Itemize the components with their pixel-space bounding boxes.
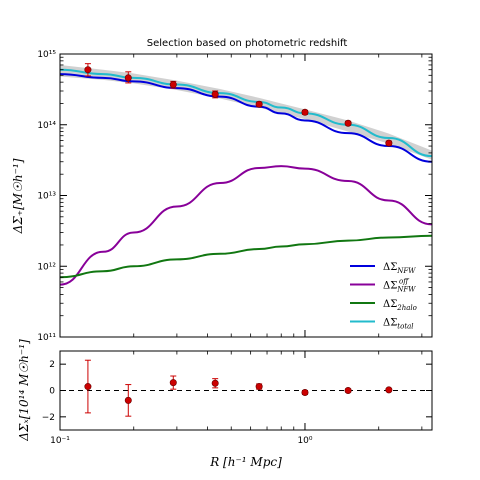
residual-axes: −2 0 2 10⁻¹ 10⁰ [42, 351, 432, 446]
y-tick-label: 10¹² [37, 262, 56, 272]
y-tick-label: 10¹⁵ [37, 50, 56, 60]
data-point [344, 119, 352, 127]
legend: ΔΣNFW ΔΣNFWoff ΔΣ2halo ΔΣtotal [350, 262, 417, 331]
residual-y-tick-label: 0 [49, 387, 55, 397]
x-tick-label: 10⁻¹ [50, 436, 70, 446]
chart-title: Selection based on photometric redshift [147, 38, 348, 49]
y-tick-label: 10¹¹ [37, 333, 56, 343]
legend-label: ΔΣ2halo [383, 299, 417, 312]
series-line-nfw-off [60, 165, 432, 286]
residual-point [301, 388, 309, 396]
data-point [385, 139, 393, 147]
residual-point [169, 379, 177, 387]
y-tick-label: 10¹⁴ [37, 121, 56, 131]
x-tick-label: 10⁰ [297, 436, 312, 446]
residual-plot-area [60, 359, 432, 417]
y-tick-label: 10¹³ [37, 192, 56, 202]
data-point [301, 108, 309, 116]
residual-y-axis-label: ΔΣₓ[10¹⁴ M☉h⁻¹] [17, 339, 31, 442]
series-line-2halo [60, 234, 432, 279]
residual-point [385, 386, 393, 394]
data-point [124, 74, 132, 82]
data-point [255, 100, 263, 108]
main-panel: Selection based on photometric redshift … [11, 38, 433, 343]
residual-y-tick-label: 2 [49, 360, 55, 370]
data-point [211, 90, 219, 98]
main-axes: 10¹¹ 10¹² 10¹³ 10¹⁴ 10¹⁵ [37, 50, 432, 343]
residual-panel: −2 0 2 10⁻¹ 10⁰ ΔΣₓ[10¹⁴ M☉h⁻¹] R [h⁻¹ Mpc] [17, 339, 433, 469]
residual-point [344, 386, 352, 394]
data-point [84, 66, 92, 74]
legend-label: ΔΣNFW [383, 262, 416, 275]
legend-label: ΔΣNFWoff [383, 278, 416, 294]
residual-point [211, 379, 219, 387]
data-point [169, 81, 177, 89]
main-plot-area [60, 63, 432, 286]
residual-point [124, 396, 132, 404]
main-y-axis-label: ΔΣ₊[M☉h⁻¹] [11, 158, 25, 234]
residual-point [84, 383, 92, 391]
residual-y-tick-label: −2 [42, 413, 55, 423]
residual-point [255, 383, 263, 391]
x-axis-label: R [h⁻¹ Mpc] [209, 455, 282, 469]
legend-label: ΔΣtotal [383, 318, 414, 331]
